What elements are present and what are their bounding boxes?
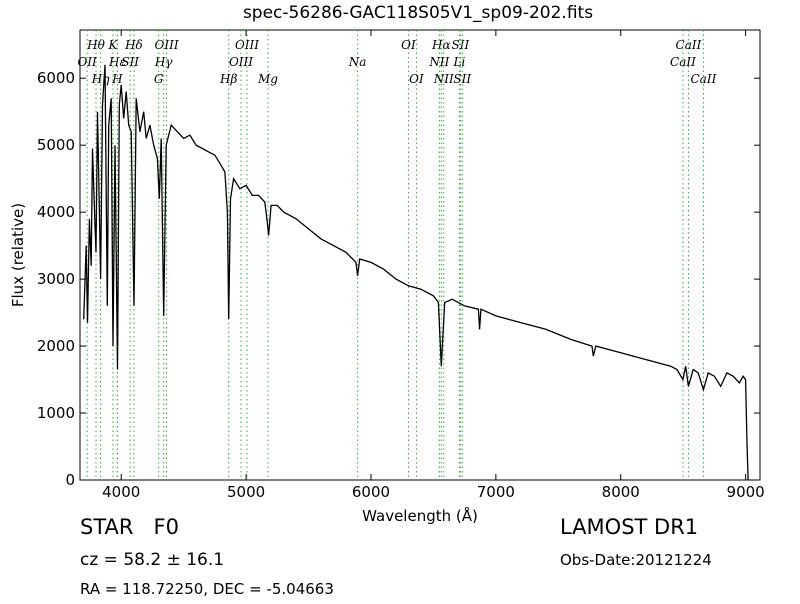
spectral-line-label: Hη [91,72,110,86]
spectral-line-label: Hβ [219,72,237,86]
coordinates: RA = 118.72250, DEC = -5.04663 [80,580,334,598]
y-axis-label: Flux (relative) [9,203,27,307]
spectral-line-label: NII [433,72,454,86]
y-tick-label: 5000 [37,136,75,154]
spectral-line-label: OIII [229,55,253,69]
spectral-line-label: OI [409,72,424,86]
spectral-line-label: Li [452,55,465,69]
spectral-line-label: OIII [155,38,179,52]
spectral-line-label: Hθ [86,38,105,52]
spectral-line-label: Hα [431,38,451,52]
y-tick-label: 0 [65,471,75,489]
spectral-line-label: SII [452,38,470,52]
object-class: STAR F0 [80,515,179,539]
x-tick-label: 7000 [477,483,515,501]
x-tick-label: 5000 [227,483,265,501]
chart-title: spec-56286-GAC118S05V1_sp09-202.fits [243,3,593,23]
spectral-line-label: SII [121,55,139,69]
x-axis-label: Wavelength (Å) [362,506,478,525]
y-tick-label: 1000 [37,404,75,422]
x-tick-label: 8000 [602,483,640,501]
x-tick-label: 6000 [352,483,390,501]
spectral-line-label: OII [77,55,97,69]
plot-frame [79,29,761,481]
y-tick-label: 4000 [37,203,75,221]
survey: LAMOST DR1 [560,515,698,539]
spectral-line-label: SII [453,72,471,86]
redshift: cz = 58.2 ± 16.1 [80,550,224,570]
spectral-line-label: K [107,38,118,52]
spectral-line-label: G [154,72,164,86]
spectral-line-label: OIII [235,38,259,52]
spectral-line-label: OI [401,38,416,52]
spectral-line-label: CaII [676,38,702,52]
x-tick-label: 9000 [727,483,765,501]
spectral-line-label: CaII [691,72,717,86]
x-tick-label: 4000 [102,483,140,501]
spectral-line-label: Hδ [124,38,143,52]
spectral-line-label: Hγ [154,55,173,69]
spectral-line-label: Na [348,55,367,69]
spectral-line-label: H [111,72,123,86]
spectrum-line [83,64,749,481]
spectral-line-label: Mg [257,72,278,86]
spectral-line-label: CaII [670,55,696,69]
obs-date: Obs-Date:20121224 [560,551,712,569]
spectral-line-label: NII [428,55,449,69]
y-tick-label: 3000 [37,270,75,288]
y-tick-label: 6000 [37,69,75,87]
y-tick-label: 2000 [37,337,75,355]
